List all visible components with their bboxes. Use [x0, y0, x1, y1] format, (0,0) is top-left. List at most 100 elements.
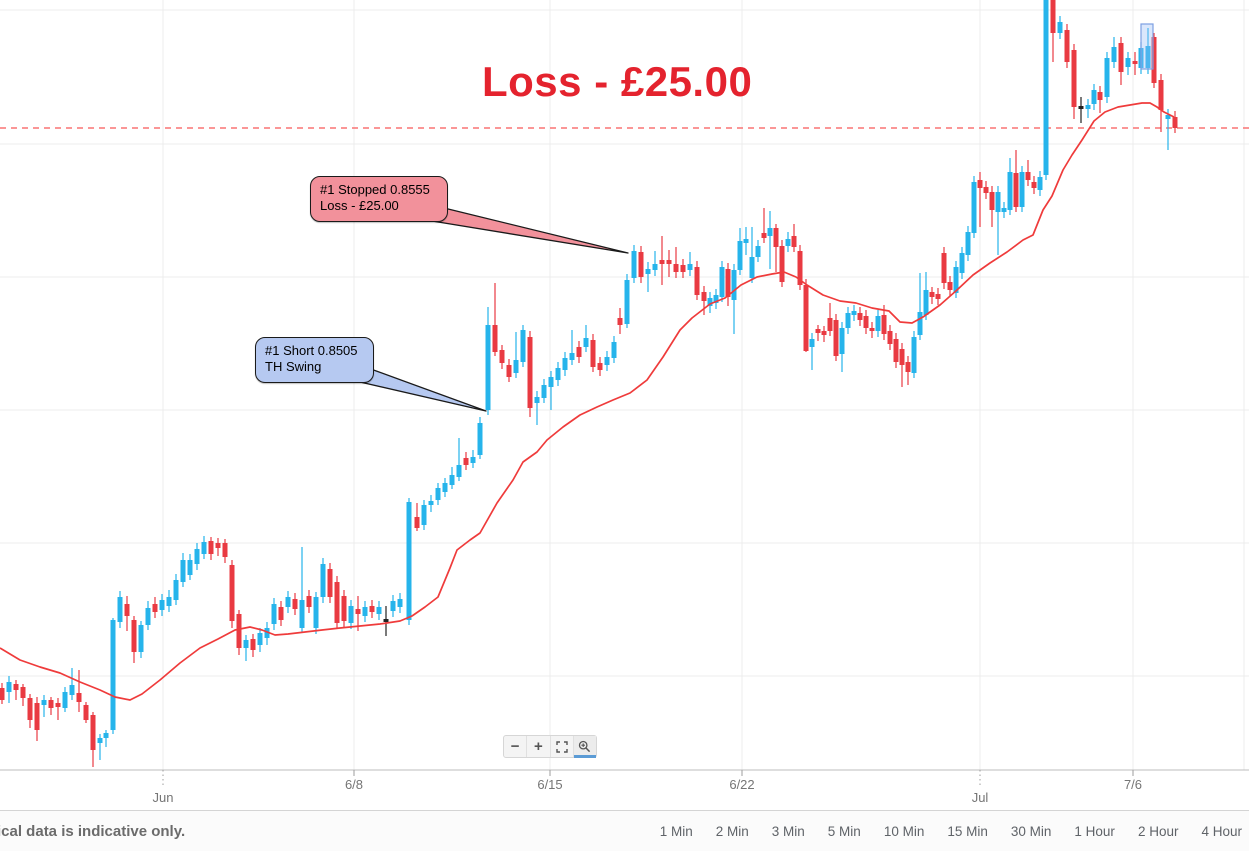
candle	[737, 228, 743, 275]
zoom-in-button[interactable]: +	[526, 736, 549, 757]
candle	[55, 698, 61, 720]
candle	[421, 500, 427, 530]
x-axis-label: 6/15	[537, 777, 562, 792]
candle	[292, 593, 298, 615]
candle	[555, 362, 561, 386]
callout-stopped-line2: Loss - £25.00	[320, 197, 399, 213]
candle	[983, 181, 989, 199]
timeframe-button[interactable]: 4 Hour	[1201, 823, 1242, 839]
candle	[965, 226, 971, 261]
candle	[97, 734, 103, 760]
candle	[1118, 37, 1124, 85]
candle	[513, 332, 519, 378]
callout-short[interactable]: #1 Short 0.8505 TH Swing	[255, 337, 374, 383]
candle	[131, 616, 137, 663]
candle	[1091, 84, 1097, 110]
candle	[145, 601, 151, 630]
timeframe-button[interactable]: 15 Min	[947, 823, 988, 839]
candle	[815, 325, 821, 341]
candle	[313, 592, 319, 634]
candle	[201, 536, 207, 559]
zoom-select-button[interactable]	[572, 736, 597, 758]
timeframe-button[interactable]: 10 Min	[883, 823, 925, 839]
candle	[893, 333, 899, 368]
candle	[767, 211, 773, 269]
candle	[485, 307, 491, 415]
candle	[562, 352, 568, 376]
candle	[449, 467, 455, 489]
candle	[725, 263, 731, 306]
candle	[428, 495, 434, 512]
candle	[470, 450, 476, 468]
candle	[306, 590, 312, 613]
timeframe-button[interactable]: 2 Min	[715, 823, 749, 839]
candle	[520, 325, 526, 367]
candle	[875, 310, 881, 337]
callout-stopped[interactable]: #1 Stopped 0.8555 Loss - £25.00	[310, 176, 448, 222]
moving-average-line	[0, 102, 1175, 701]
candle	[110, 618, 116, 734]
candle	[1132, 52, 1138, 75]
candle	[6, 676, 12, 703]
candle	[138, 621, 144, 658]
candle	[264, 622, 270, 645]
candle	[477, 417, 483, 459]
candle	[166, 590, 172, 612]
candle	[159, 594, 165, 616]
candle	[923, 272, 929, 320]
timeframe-button[interactable]: 1 Min	[659, 823, 693, 839]
candle	[299, 547, 305, 632]
candle	[569, 330, 575, 365]
candle	[713, 289, 719, 309]
timeframe-button[interactable]: 1 Hour	[1074, 823, 1115, 839]
candle	[362, 601, 368, 622]
candle	[947, 276, 953, 296]
candle	[376, 601, 382, 620]
candle	[250, 634, 256, 657]
candle	[673, 247, 679, 278]
candle	[397, 593, 403, 613]
candle	[590, 334, 596, 372]
timeframe-button[interactable]: 30 Min	[1010, 823, 1052, 839]
timeframe-button[interactable]: 2 Hour	[1137, 823, 1179, 839]
timeframe-button[interactable]: 5 Min	[827, 823, 861, 839]
candle	[152, 597, 158, 618]
candle	[929, 287, 935, 304]
candle	[278, 601, 284, 626]
candle	[463, 452, 469, 470]
magnifier-icon	[579, 740, 591, 753]
candle	[103, 730, 109, 747]
candle	[348, 600, 354, 629]
candle	[34, 697, 40, 741]
candle	[194, 543, 200, 570]
candle	[833, 314, 839, 361]
x-axis-label: 7/6	[1124, 777, 1142, 792]
candle	[390, 595, 396, 617]
callout-stopped-line1: #1 Stopped 0.8555	[320, 182, 430, 197]
candle	[414, 503, 420, 531]
candle	[285, 591, 291, 613]
candle	[624, 274, 630, 328]
candle	[803, 279, 809, 352]
candle	[989, 186, 995, 227]
candle	[215, 538, 221, 556]
timeframe-button[interactable]: 3 Min	[771, 823, 805, 839]
candle	[76, 670, 82, 712]
candle	[1001, 202, 1007, 218]
candlestick-chart: 6/8 6/15 6/22 7/6 Jun Jul	[0, 0, 1249, 805]
candle	[755, 240, 761, 262]
x-axis-label: 6/22	[729, 777, 754, 792]
candle	[687, 252, 693, 276]
candle	[761, 208, 767, 243]
zoom-out-button[interactable]: −	[510, 738, 520, 755]
loss-title: Loss - £25.00	[482, 58, 753, 105]
candle	[13, 680, 19, 700]
candle	[857, 307, 863, 326]
candle	[69, 668, 75, 700]
candle	[959, 247, 965, 279]
candle	[435, 483, 441, 505]
candle	[743, 227, 749, 255]
candle	[355, 596, 361, 631]
candle-selection-highlight[interactable]	[1140, 23, 1154, 70]
fullscreen-button[interactable]	[549, 736, 573, 757]
